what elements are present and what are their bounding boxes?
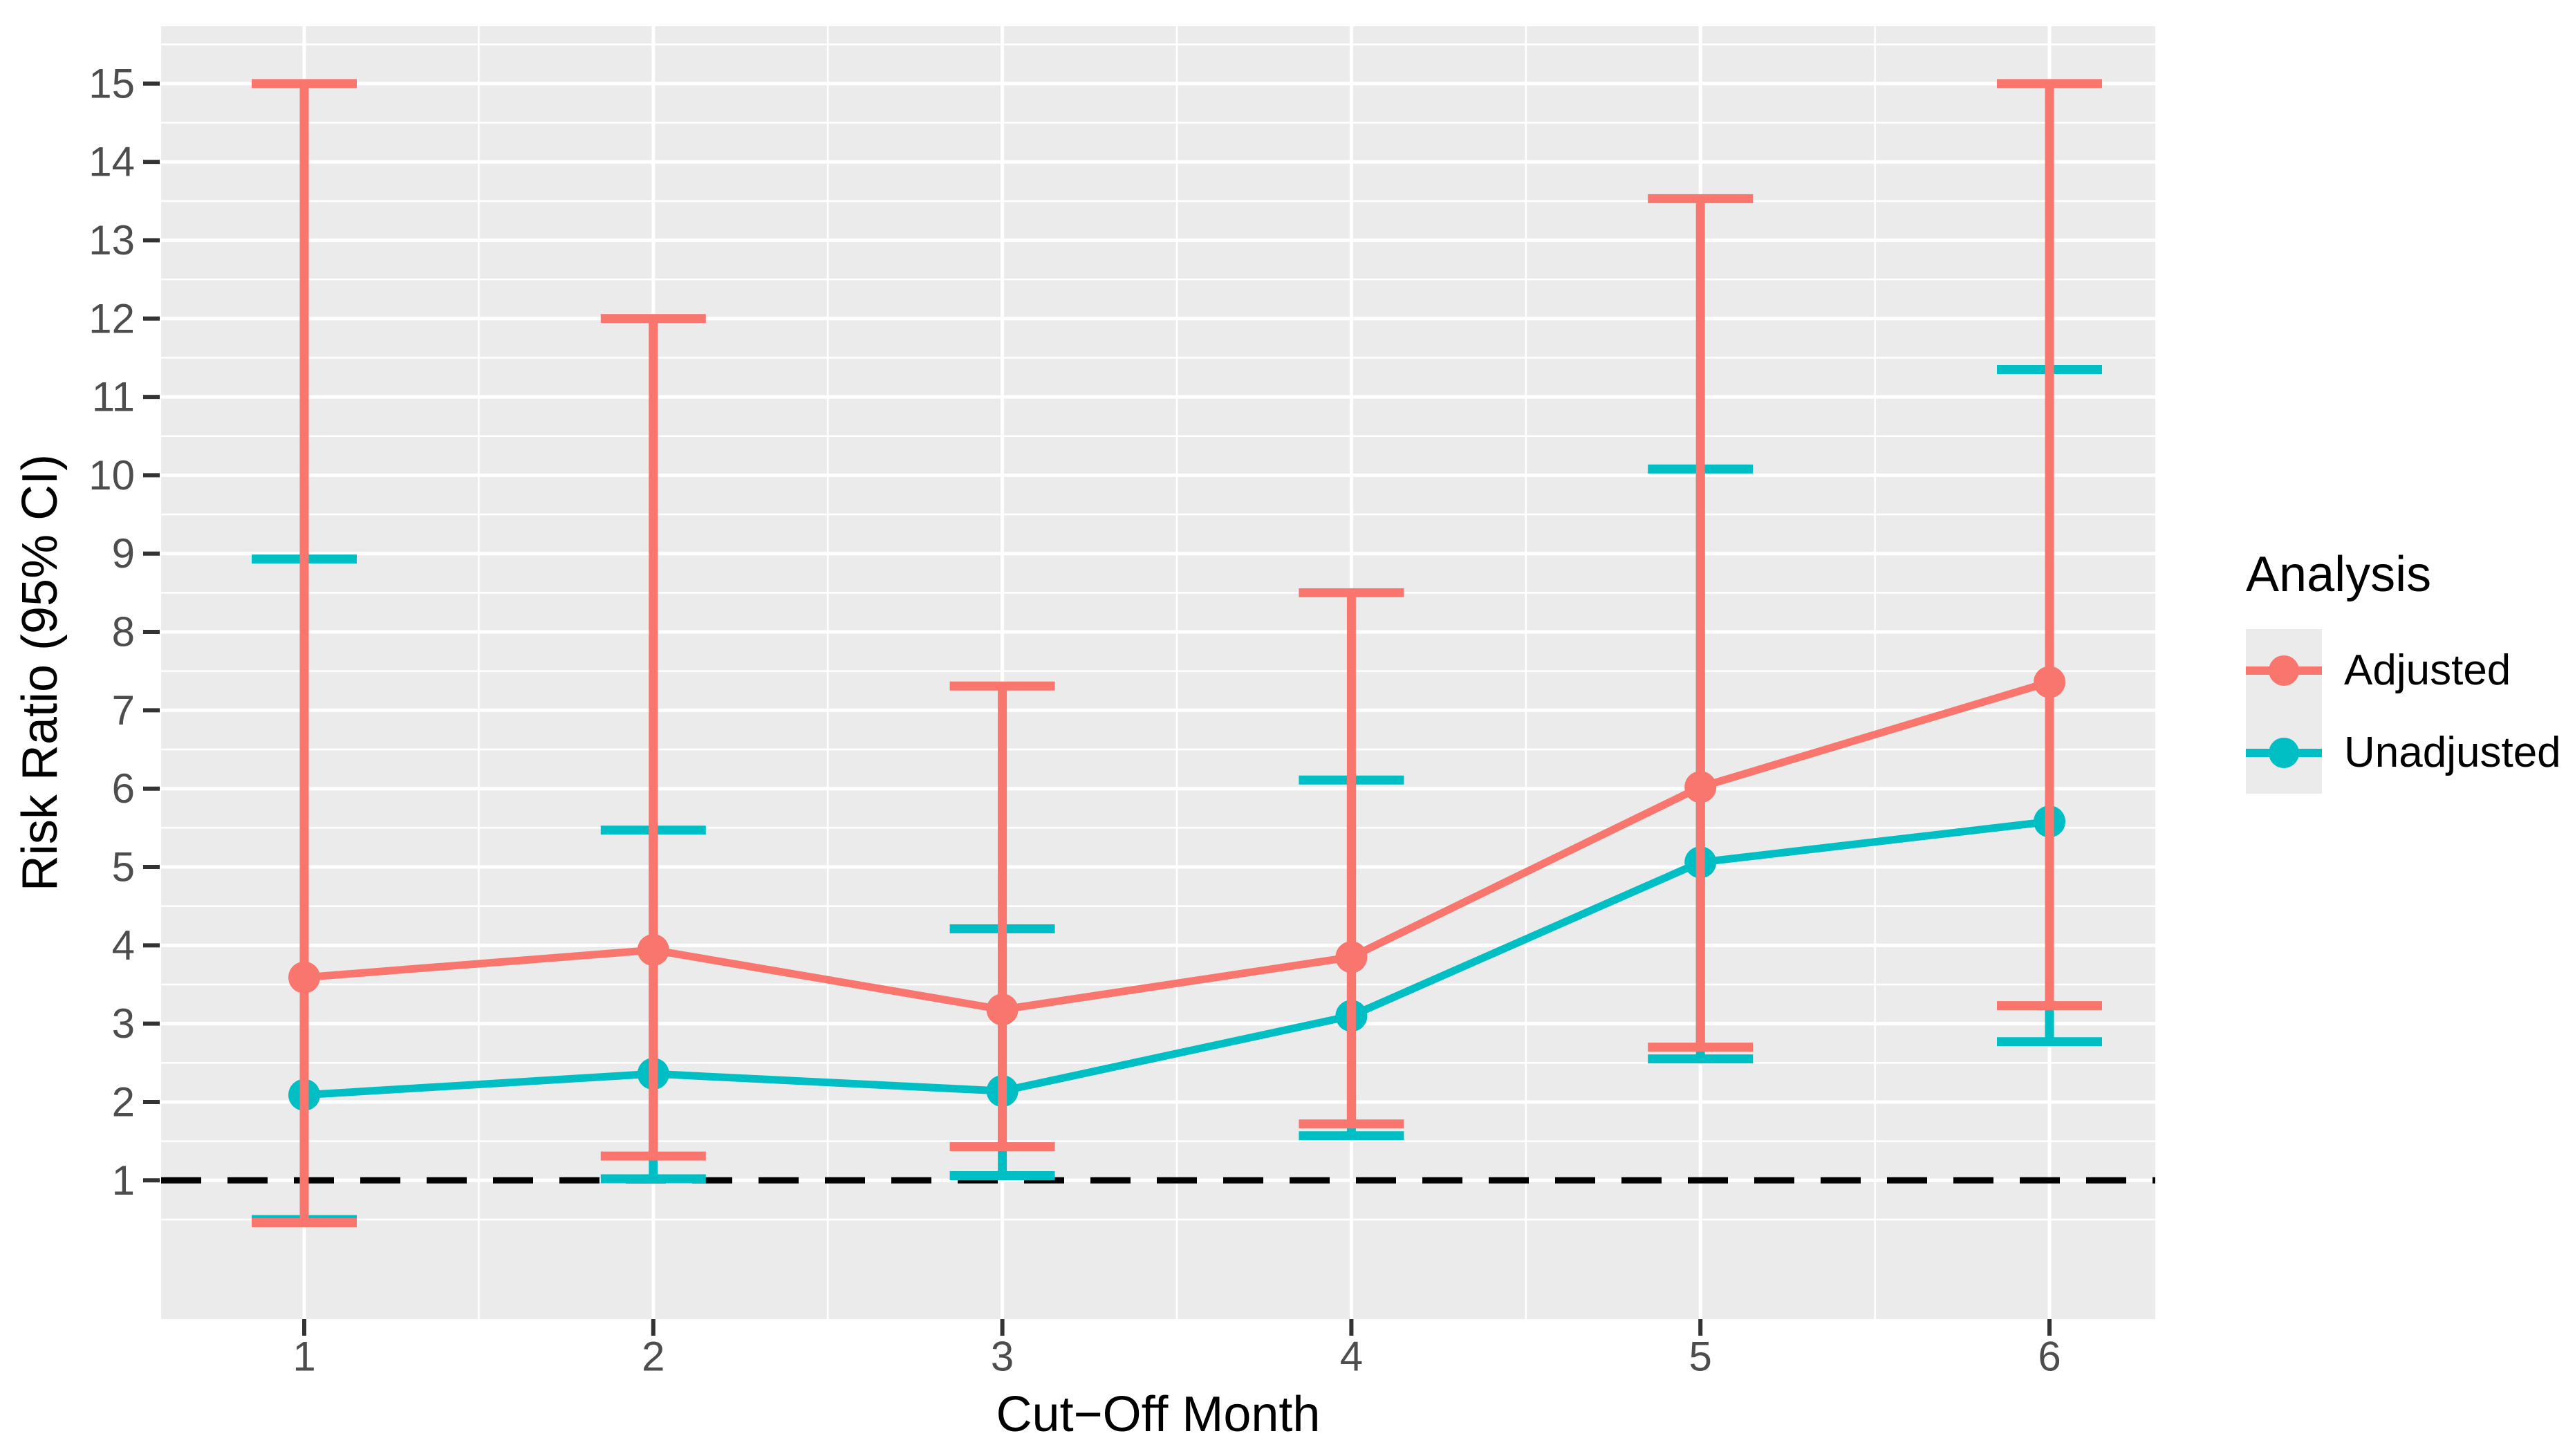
y-tick-label: 7 — [112, 687, 135, 734]
legend-item-unadjusted: Unadjusted — [2246, 711, 2566, 794]
data-point — [1684, 771, 1717, 803]
y-tick-label: 12 — [89, 295, 135, 342]
legend-item-adjusted: Adjusted — [2246, 629, 2566, 711]
error-bar — [1299, 588, 1404, 1129]
error-bar — [252, 79, 357, 1227]
y-tick-label: 13 — [89, 217, 135, 263]
y-tick-label: 10 — [89, 452, 135, 498]
unadjusted-point-icon — [2269, 737, 2299, 768]
y-tick-label: 9 — [112, 530, 135, 577]
x-tick-label: 1 — [292, 1334, 315, 1380]
error-bar — [1997, 79, 2102, 1011]
tick-marks — [143, 81, 2052, 1336]
y-tick-label: 1 — [112, 1157, 135, 1204]
y-axis-title: Risk Ratio (95% CI) — [12, 454, 68, 892]
error-bar — [600, 314, 706, 1161]
data-point — [1335, 941, 1368, 973]
series-adjusted — [252, 79, 2102, 1227]
x-tick-label: 5 — [1689, 1334, 1712, 1380]
data-point — [2034, 666, 2065, 698]
y-tick-label: 4 — [112, 922, 135, 969]
error-bar — [949, 681, 1055, 1152]
legend-label-unadjusted: Unadjusted — [2344, 729, 2561, 776]
error-bar — [1648, 194, 1754, 1052]
x-axis-title: Cut−Off Month — [996, 1387, 1321, 1442]
y-tick-label: 15 — [89, 60, 135, 106]
legend-title: Analysis — [2246, 547, 2432, 602]
y-tick-label: 2 — [112, 1079, 135, 1125]
y-tick-label: 8 — [112, 609, 135, 655]
x-tick-label: 3 — [991, 1334, 1014, 1380]
trend-line — [304, 817, 2050, 1099]
y-tick-label: 11 — [92, 374, 135, 420]
data-point — [288, 961, 320, 993]
legend-key-adjusted — [2246, 629, 2322, 711]
adjusted-point-icon — [2269, 655, 2299, 686]
panel-background — [161, 26, 2155, 1319]
x-tick-label: 6 — [2038, 1334, 2061, 1380]
y-tick-label: 3 — [112, 1000, 135, 1047]
y-tick-label: 6 — [112, 765, 135, 812]
data-point — [637, 934, 669, 967]
minor-gridlines — [161, 26, 2155, 1319]
legend-label-adjusted: Adjusted — [2344, 646, 2511, 694]
y-tick-label: 5 — [112, 844, 135, 890]
x-tick-label: 4 — [1340, 1334, 1363, 1380]
trend-line — [304, 678, 2051, 1014]
legend-key-unadjusted — [2246, 711, 2322, 794]
x-tick-label: 2 — [642, 1334, 664, 1380]
data-point — [986, 993, 1019, 1026]
y-tick-label: 14 — [89, 139, 135, 185]
legend: Analysis Adjusted Unadjusted — [2246, 546, 2566, 794]
